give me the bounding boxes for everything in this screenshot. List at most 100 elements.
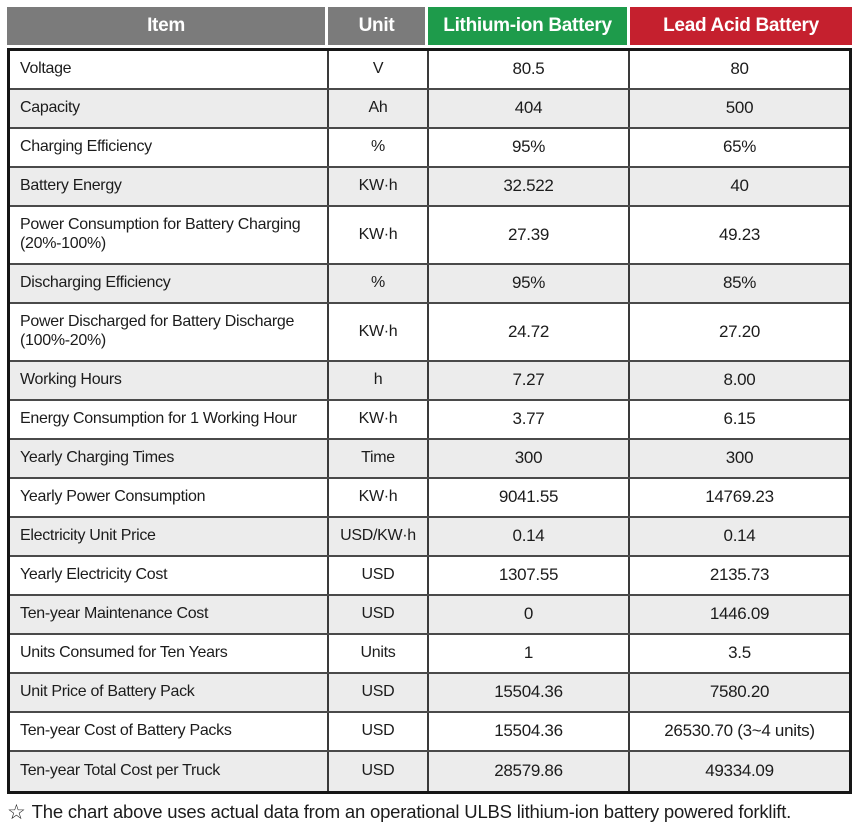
unit-cell: USD <box>329 557 429 594</box>
table-row: Ten-year Cost of Battery Packs USD 15504… <box>10 713 849 752</box>
footnote-text: The chart above uses actual data from an… <box>31 801 792 822</box>
item-cell: Unit Price of Battery Pack <box>10 674 329 711</box>
lead-value-cell: 300 <box>725 448 754 468</box>
item-cell: Electricity Unit Price <box>10 518 329 555</box>
table-row: Capacity Ah 404 500 <box>10 90 849 129</box>
lithium-value-cell: 15504.36 <box>429 674 630 711</box>
item-cell: Charging Efficiency <box>10 129 329 166</box>
unit-cell: Units <box>329 635 429 672</box>
item-cell: Ten-year Total Cost per Truck <box>10 752 329 791</box>
lithium-value-cell: 7.27 <box>429 362 630 399</box>
item-cell: Yearly Electricity Cost <box>10 557 329 594</box>
table-row: Working Hours h 7.27 8.00 <box>10 362 849 401</box>
lithium-value-cell: 9041.55 <box>429 479 630 516</box>
item-cell: Voltage <box>10 51 329 88</box>
unit-cell: KW·h <box>329 207 429 263</box>
unit-cell: USD/KW·h <box>329 518 429 555</box>
table-row: Yearly Power Consumption KW·h 9041.55 14… <box>10 479 849 518</box>
table-row: Energy Consumption for 1 Working Hour KW… <box>10 401 849 440</box>
unit-cell: USD <box>329 596 429 633</box>
lead-value-cell: 500 <box>725 98 754 118</box>
lithium-value-cell: 0 <box>429 596 630 633</box>
lithium-value-cell: 1 <box>429 635 630 672</box>
table-row: Power Consumption for Battery Charging (… <box>10 207 849 265</box>
lead-value-cell: 8.00 <box>723 370 756 390</box>
lithium-value-cell: 95% <box>429 265 630 302</box>
table-row: Charging Efficiency % 95% 65% <box>10 129 849 168</box>
table-row: Power Discharged for Battery Discharge (… <box>10 304 849 362</box>
item-cell: Energy Consumption for 1 Working Hour <box>10 401 329 438</box>
table-row: Discharging Efficiency % 95% 85% <box>10 265 849 304</box>
table-body: Voltage V 80.5 80 Capacity Ah 404 500 Ch… <box>7 48 852 794</box>
table-row: Unit Price of Battery Pack USD 15504.36 … <box>10 674 849 713</box>
table-row: Battery Energy KW·h 32.522 40 <box>10 168 849 207</box>
unit-cell: KW·h <box>329 401 429 438</box>
header-item: Item <box>7 7 328 45</box>
item-cell: Yearly Charging Times <box>10 440 329 477</box>
unit-cell: % <box>329 129 429 166</box>
unit-cell: USD <box>329 713 429 750</box>
item-cell: Yearly Power Consumption <box>10 479 329 516</box>
lithium-value-cell: 95% <box>429 129 630 166</box>
unit-cell: KW·h <box>329 304 429 360</box>
table-row: Electricity Unit Price USD/KW·h 0.14 0.1… <box>10 518 849 557</box>
lead-value-cell: 80 <box>730 59 749 79</box>
item-cell: Power Discharged for Battery Discharge (… <box>10 304 329 360</box>
header-lead-acid-battery: Lead Acid Battery <box>630 7 852 45</box>
table-header-row: Item Unit Lithium-ion Battery Lead Acid … <box>7 7 852 45</box>
unit-cell: V <box>329 51 429 88</box>
lead-value-cell: 14769.23 <box>705 487 774 507</box>
lithium-value-cell: 28579.86 <box>429 752 630 791</box>
lead-value-cell: 6.15 <box>723 409 756 429</box>
table-row: Yearly Charging Times Time 300 300 <box>10 440 849 479</box>
unit-cell: USD <box>329 674 429 711</box>
table-row: Ten-year Total Cost per Truck USD 28579.… <box>10 752 849 791</box>
lead-value-cell: 26530.70 (3~4 units) <box>664 721 815 741</box>
item-cell: Ten-year Maintenance Cost <box>10 596 329 633</box>
item-cell: Units Consumed for Ten Years <box>10 635 329 672</box>
item-cell: Discharging Efficiency <box>10 265 329 302</box>
item-cell: Power Consumption for Battery Charging (… <box>10 207 329 263</box>
unit-cell: % <box>329 265 429 302</box>
lithium-value-cell: 3.77 <box>429 401 630 438</box>
lithium-value-cell: 404 <box>429 90 630 127</box>
item-cell: Working Hours <box>10 362 329 399</box>
unit-cell: h <box>329 362 429 399</box>
lithium-value-cell: 15504.36 <box>429 713 630 750</box>
lead-value-cell: 27.20 <box>718 321 761 341</box>
table-row: Voltage V 80.5 80 <box>10 51 849 90</box>
unit-cell: Ah <box>329 90 429 127</box>
lead-value-cell: 3.5 <box>728 643 751 663</box>
lead-value-cell: 85% <box>722 273 757 293</box>
lithium-value-cell: 300 <box>429 440 630 477</box>
table-row: Ten-year Maintenance Cost USD 0 1446.09 <box>10 596 849 635</box>
table-row: Yearly Electricity Cost USD 1307.55 2135… <box>10 557 849 596</box>
unit-cell: Time <box>329 440 429 477</box>
lead-value-cell: 49.23 <box>718 224 761 244</box>
lead-value-cell: 2135.73 <box>709 565 770 585</box>
lithium-value-cell: 27.39 <box>429 207 630 263</box>
lithium-value-cell: 1307.55 <box>429 557 630 594</box>
unit-cell: KW·h <box>329 168 429 205</box>
item-cell: Battery Energy <box>10 168 329 205</box>
lead-value-cell: 7580.20 <box>709 682 770 702</box>
table-row: Units Consumed for Ten Years Units 1 3.5 <box>10 635 849 674</box>
lithium-value-cell: 24.72 <box>429 304 630 360</box>
lithium-value-cell: 80.5 <box>429 51 630 88</box>
item-cell: Ten-year Cost of Battery Packs <box>10 713 329 750</box>
lead-value-cell: 49334.09 <box>705 761 774 781</box>
lead-value-cell: 40 <box>730 176 749 196</box>
star-icon: ☆ <box>7 800 26 824</box>
header-lithium-ion-battery: Lithium-ion Battery <box>428 7 630 45</box>
lead-value-cell: 1446.09 <box>709 604 770 624</box>
footnote: ☆ The chart above uses actual data from … <box>7 801 852 823</box>
lithium-value-cell: 0.14 <box>429 518 630 555</box>
lead-value-cell: 0.14 <box>723 526 756 546</box>
lithium-value-cell: 32.522 <box>429 168 630 205</box>
header-unit: Unit <box>328 7 428 45</box>
item-cell: Capacity <box>10 90 329 127</box>
lead-value-cell: 65% <box>722 137 757 157</box>
unit-cell: KW·h <box>329 479 429 516</box>
unit-cell: USD <box>329 752 429 791</box>
